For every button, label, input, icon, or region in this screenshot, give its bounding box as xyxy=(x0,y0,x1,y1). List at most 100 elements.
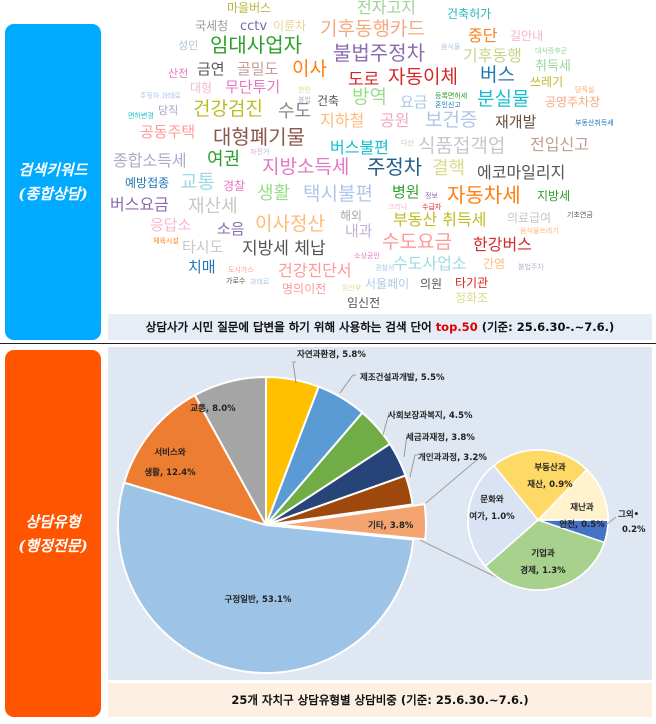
secondary-pie-slice xyxy=(467,464,540,568)
word-cloud-word: 소음 xyxy=(217,220,245,238)
word-cloud-word: 자전거 xyxy=(250,148,270,156)
word-cloud-word: 당직실 xyxy=(575,86,595,94)
word-cloud-word: 치매 xyxy=(188,258,216,276)
label-leader-line xyxy=(382,412,392,436)
pie-slice xyxy=(277,503,427,541)
word-cloud-word: 건축 xyxy=(317,94,340,108)
word-cloud-word: 체육시설 xyxy=(153,237,179,245)
word-cloud-word: 명의이전 xyxy=(282,282,327,296)
word-cloud-word: 대형폐기물 xyxy=(213,125,305,149)
pie-data-label: 세금과재정, 3.8% xyxy=(406,432,475,443)
word-cloud-word: 가로수 xyxy=(226,277,246,285)
section-label-line1: 검색키워드 xyxy=(18,161,88,179)
word-cloud-word: 불법주차 xyxy=(518,263,544,271)
word-cloud-word: 주정차 과태료 xyxy=(140,92,181,100)
word-cloud-word: 의료급여 xyxy=(507,211,552,225)
word-cloud-word: 도시가스 xyxy=(228,266,254,274)
word-cloud-word: 응답소 xyxy=(150,216,192,234)
word-cloud-word: 버스불편 xyxy=(330,138,389,157)
pie-data-label: 개인과과정, 3.2% xyxy=(418,452,487,463)
word-cloud-word: 크리나 xyxy=(388,203,408,211)
caption-text-date: (기준: 25.6.30-.~7.6.) xyxy=(477,320,615,334)
word-cloud-word: 수도사업소 xyxy=(393,254,467,273)
word-cloud-word: 과태료 xyxy=(250,278,270,286)
word-cloud-word: 당직 xyxy=(158,104,179,117)
secondary-pie-slice xyxy=(492,449,588,522)
word-cloud-word: 한강버스 xyxy=(473,235,532,254)
word-cloud-word: 건축허가 xyxy=(447,7,492,21)
word-cloud-word: 보건증 xyxy=(425,109,478,131)
word-cloud-word: 정화조 xyxy=(455,291,489,305)
word-cloud-word: 전자고지 xyxy=(357,0,416,17)
word-cloud-word: 재개발 xyxy=(495,113,537,131)
word-cloud-word: 쓰레기 xyxy=(530,75,564,89)
pie-chart-area: 자연과환경, 5.8% 제조건설과개발, 5.5% 사회보장과복지, 4.5% 세금과… xyxy=(108,347,652,680)
word-cloud-word: 혼인신고 xyxy=(435,101,461,109)
pie-data-label: 자연과환경, 5.8% xyxy=(297,349,366,360)
word-cloud-word: 식품접객업 xyxy=(418,135,506,157)
word-cloud-word: 지하철 xyxy=(320,111,365,130)
word-cloud-word: 방역 xyxy=(352,86,387,108)
pie-slice xyxy=(265,474,414,526)
word-cloud-word: 결핵 xyxy=(432,158,466,179)
word-cloud-word: 산전 xyxy=(168,67,189,80)
word-cloud-word: 임산부 xyxy=(342,284,362,292)
label-leader-line xyxy=(403,434,410,458)
pie-of-pie-chart: 자연과환경, 5.8% 제조건설과개발, 5.5% 사회보장과복지, 4.5% 세금과… xyxy=(117,349,646,674)
word-cloud-word: 전입신고 xyxy=(530,135,589,154)
section-label-search-keywords: 검색키워드 (종합상담) xyxy=(5,24,101,340)
word-cloud-word: 버스요금 xyxy=(110,195,169,214)
secondary-pie-data-label: 경제, 1.3% xyxy=(520,565,566,576)
pie-chart-caption: 25개 자치구 상담유형별 상담비중 (기준: 25.6.30.~7.6.) xyxy=(108,683,652,717)
word-cloud-word: 지방세 체납 xyxy=(242,239,326,259)
word-cloud-word: 공영주차장 xyxy=(545,95,601,109)
pie-slice xyxy=(122,393,269,527)
secondary-pie-data-label: 기업과 xyxy=(531,548,555,559)
word-cloud-word: 기후동행카드 xyxy=(320,18,425,40)
connector-line xyxy=(419,539,501,580)
word-cloud-word: 재산세 xyxy=(188,196,238,217)
pie-data-label: 제조건설과개발, 5.5% xyxy=(360,372,445,383)
secondary-pie-slice xyxy=(484,519,606,591)
word-cloud-word: 등록면허세 xyxy=(435,92,468,100)
word-cloud-word: 대형 xyxy=(190,81,213,95)
secondary-pie-data-label: 문화와 xyxy=(480,494,504,505)
word-cloud-word: 이사 xyxy=(292,58,327,80)
secondary-pie-data-label: 그외• xyxy=(618,509,639,520)
word-cloud-word: 택시불편 xyxy=(303,183,373,205)
section-label-line2: (행정전문) xyxy=(18,536,88,555)
word-cloud-word: 음식물쓰레기 xyxy=(520,227,559,235)
word-cloud-word: cctv xyxy=(240,19,268,34)
word-cloud-word: 임대사업자 xyxy=(210,33,302,57)
pie-slice xyxy=(117,481,415,674)
word-cloud-word: 소상공인 xyxy=(354,252,380,260)
section-divider xyxy=(0,343,656,344)
word-cloud-word: 불법 xyxy=(298,96,311,104)
word-cloud-word: 음식물 xyxy=(441,43,461,51)
word-cloud-word: 대사증후군 xyxy=(535,47,568,55)
word-cloud-word: 경찰서 xyxy=(375,264,395,272)
word-cloud-word: 이륜차 xyxy=(273,19,307,33)
caption-text: 상담사가 시민 질문에 답변을 하기 위해 사용하는 검색 단어 xyxy=(145,320,436,334)
word-cloud-word: 기후동행 xyxy=(463,46,522,65)
word-cloud-word: 건강검진 xyxy=(193,98,263,120)
word-cloud-word: 면허변경 xyxy=(128,112,154,120)
word-cloud-caption: 상담사가 시민 질문에 답변을 하기 위해 사용하는 검색 단어 top.50 … xyxy=(108,314,652,340)
word-cloud-word: 경찰 xyxy=(223,179,246,193)
secondary-pie-data-label: 부동산과 xyxy=(534,462,565,473)
word-cloud-word: 수도요금 xyxy=(382,231,452,253)
word-cloud-word: 여권 xyxy=(207,149,241,170)
pie-data-label: 기타, 3.8% xyxy=(368,520,414,531)
word-cloud-word: 한민 xyxy=(298,86,311,94)
word-cloud-word: 생활 xyxy=(257,183,291,204)
label-leader-line xyxy=(292,361,297,384)
word-cloud-word: 교통 xyxy=(180,171,215,193)
word-cloud-word: 타시도 xyxy=(182,238,224,256)
pie-data-label: 서비스와 xyxy=(154,447,185,458)
word-cloud-word: 마을버스 xyxy=(227,1,272,15)
caption-highlight: top.50 xyxy=(435,320,478,334)
word-cloud-word: 의원 xyxy=(420,277,443,291)
word-cloud-word: 자동이체 xyxy=(388,66,458,88)
secondary-pie-data-label: 0.2% xyxy=(622,525,646,535)
secondary-pie-slice xyxy=(536,468,609,522)
